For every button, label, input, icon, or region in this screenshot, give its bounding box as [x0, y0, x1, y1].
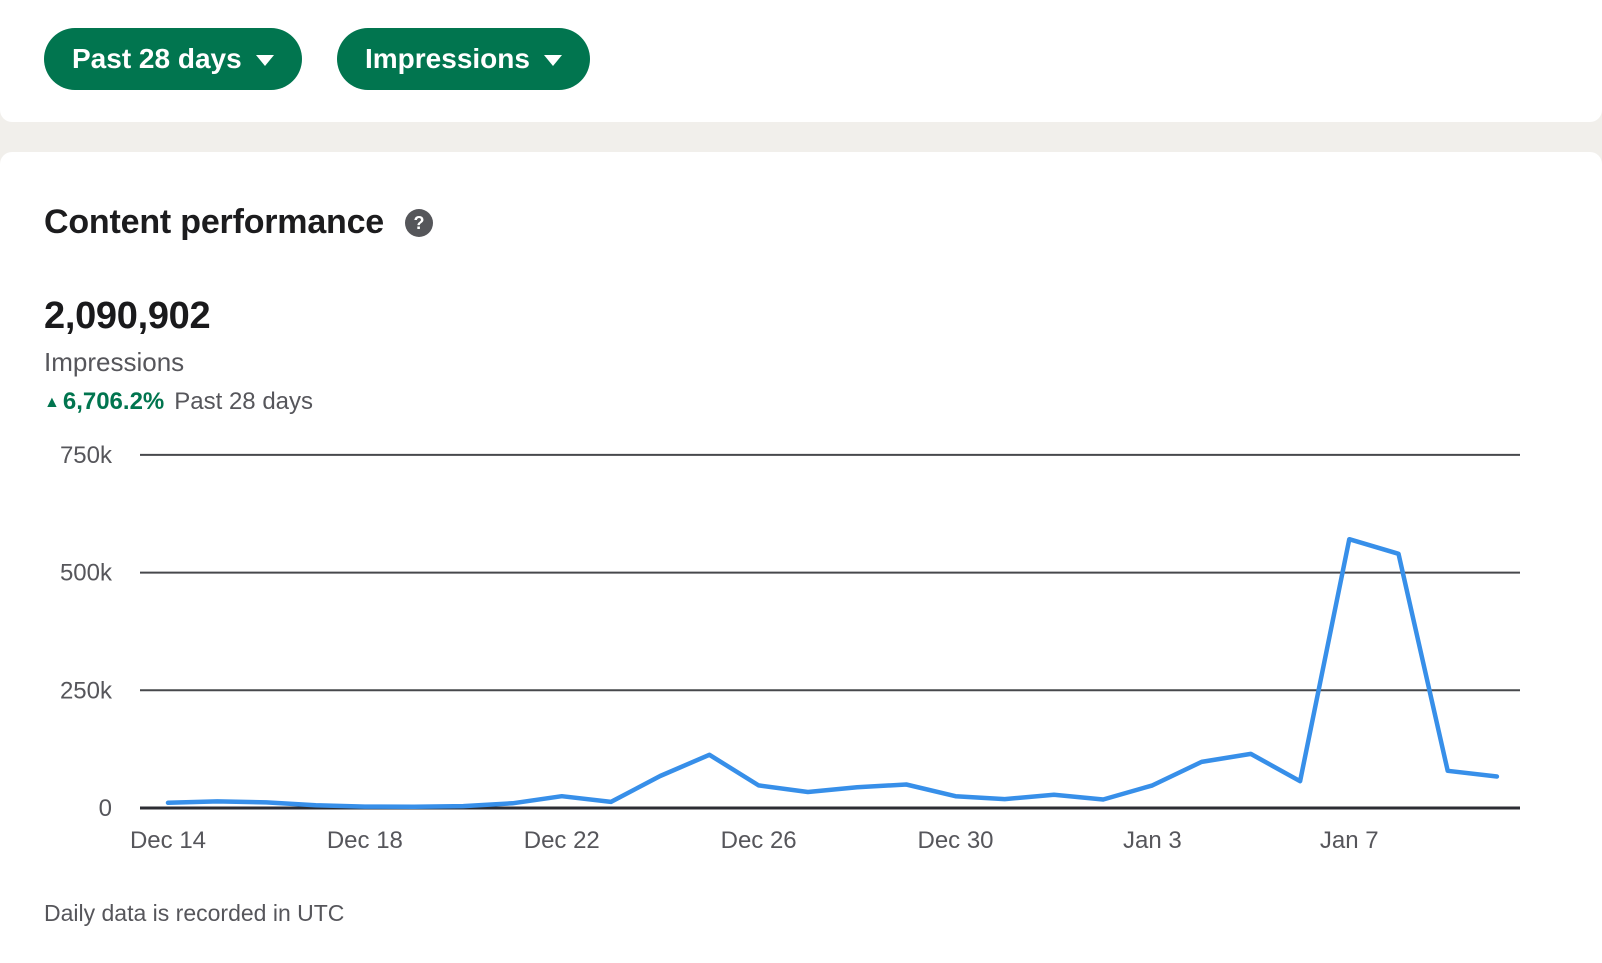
trend-row: ▲ 6,706.2% Past 28 days: [44, 388, 313, 416]
impressions-total: 2,090,902: [44, 295, 211, 337]
delta-percent: 6,706.2%: [62, 388, 165, 415]
impressions-metric-label: Impressions: [44, 347, 185, 377]
summary-stats: 2,090,902 Impressions ▲ 6,706.2% Past 28…: [44, 295, 313, 416]
x-tick-label: Dec 30: [917, 827, 993, 854]
x-tick-label: Dec 22: [524, 827, 600, 854]
metric-dropdown-label: Impressions: [365, 43, 530, 74]
impressions-chart[interactable]: 0 250k 500k 750k Dec 14 Dec 18 Dec 22 Dec 26 Dec…: [0, 420, 1602, 880]
chevron-down-icon: [255, 55, 274, 66]
content-performance-card: Content performance ? 2,090,902 Impressi…: [0, 152, 1602, 963]
help-icon[interactable]: ?: [405, 208, 434, 237]
x-tick-label: Dec 18: [327, 827, 403, 854]
metric-dropdown[interactable]: Impressions: [337, 28, 590, 90]
y-tick-label: 500k: [60, 560, 113, 587]
impressions-line-chart-svg[interactable]: 0 250k 500k 750k Dec 14 Dec 18 Dec 22 Dec 26 Dec…: [0, 420, 1602, 880]
delta-period: Past 28 days: [174, 388, 314, 415]
card-header: Content performance ?: [44, 203, 434, 242]
impressions-series-line: [165, 536, 1500, 810]
x-tick-label: Dec 14: [130, 827, 206, 854]
y-tick-label: 250k: [60, 677, 113, 704]
chevron-down-icon: [543, 55, 562, 66]
x-tick-label: Jan 7: [1320, 827, 1379, 854]
y-tick-label: 750k: [60, 442, 113, 469]
filters-bar: Past 28 days Impressions: [0, 0, 1602, 122]
x-tick-label: Dec 26: [721, 827, 797, 854]
x-tick-label: Jan 3: [1123, 827, 1182, 854]
trend-up-icon: ▲: [44, 394, 60, 411]
y-tick-label: 0: [99, 795, 112, 822]
page-title: Content performance: [44, 203, 385, 241]
utc-footnote: Daily data is recorded in UTC: [44, 900, 345, 926]
date-range-label: Past 28 days: [72, 43, 242, 74]
date-range-dropdown[interactable]: Past 28 days: [44, 28, 302, 90]
